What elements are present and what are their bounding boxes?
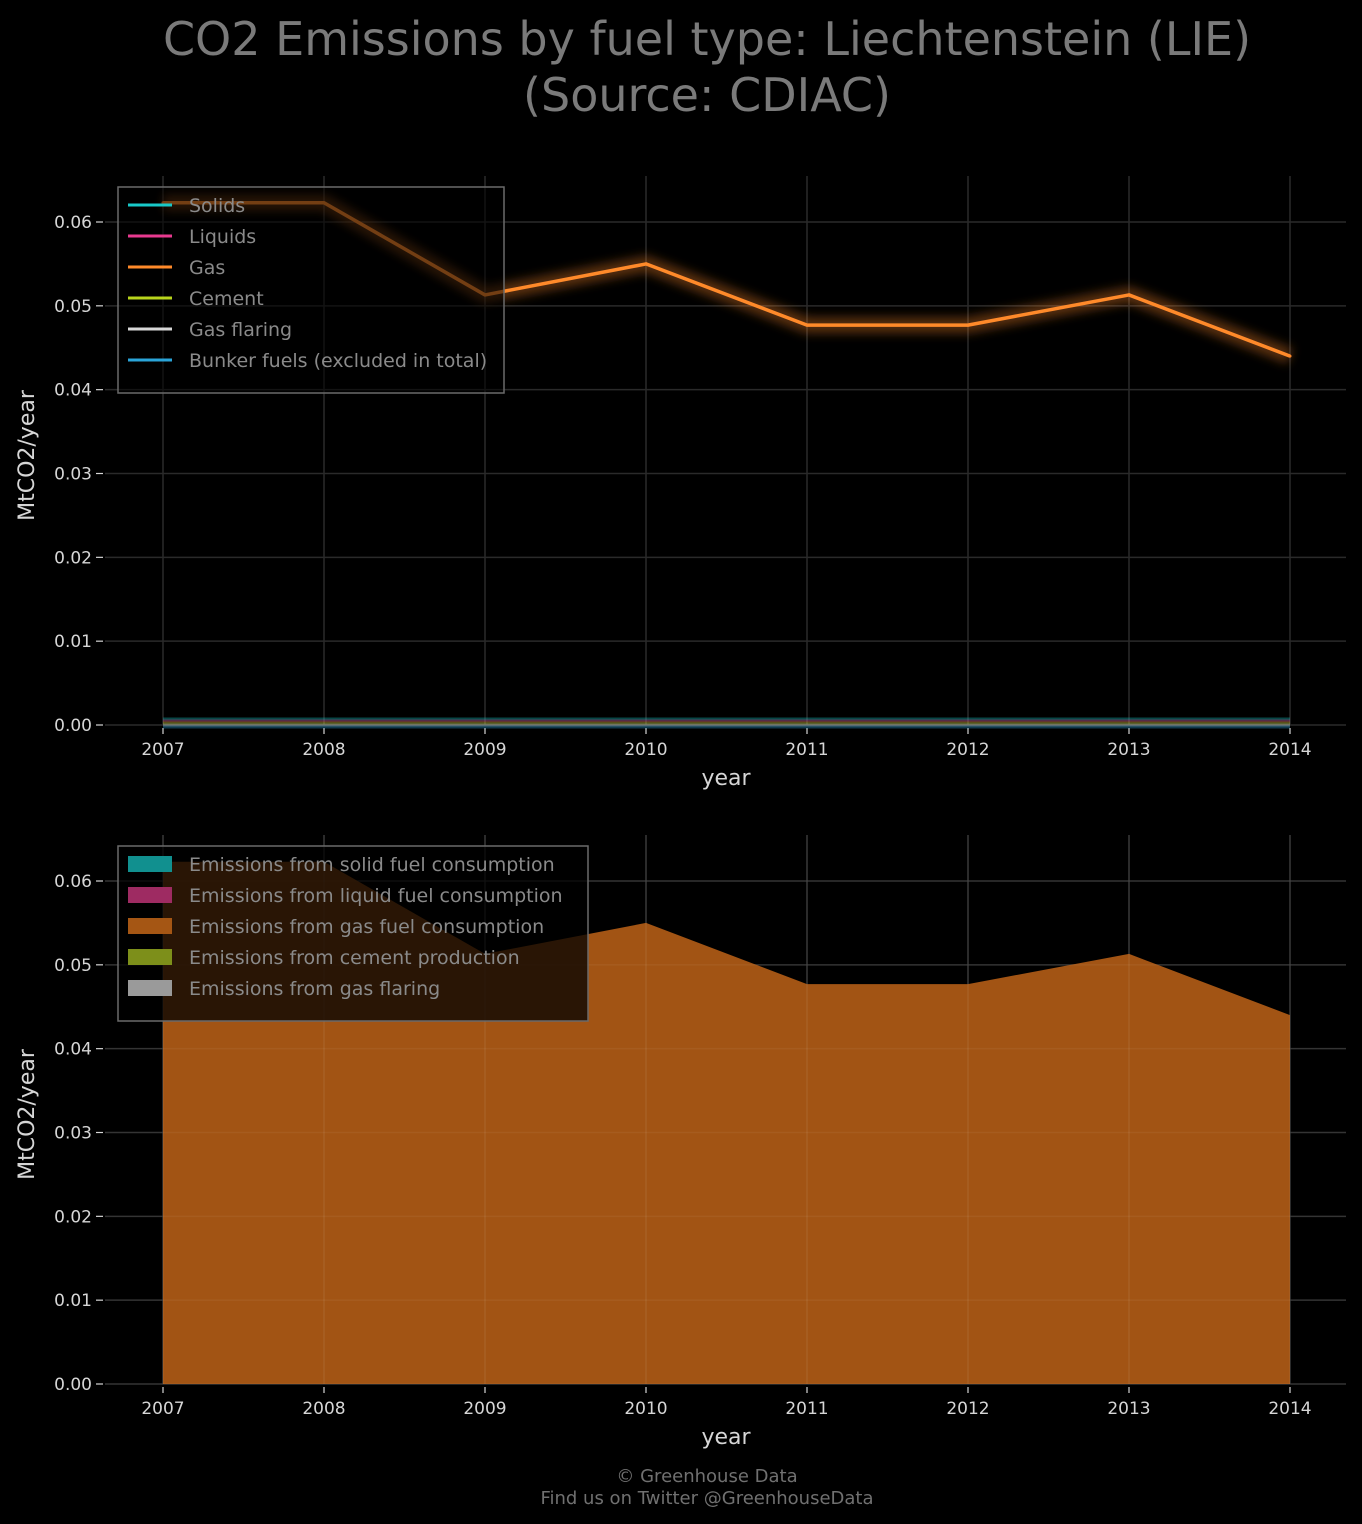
footer-twitter: Find us on Twitter @GreenhouseData: [540, 1488, 873, 1509]
top-legend-frame: [117, 186, 505, 394]
bottom-legend-label: Emissions from solid fuel consumption: [189, 854, 555, 876]
bottom-y-tick-label: 0.04: [54, 1040, 92, 1060]
bottom-legend: Emissions from solid fuel consumption Emi…: [117, 845, 589, 1022]
top-y-tick-label: 0.00: [54, 716, 92, 736]
top-x-axis-label: year: [701, 766, 751, 791]
top-x-ticks: 2007 2008 2009 2010 2011 2012 2013 2014: [141, 728, 1312, 760]
top-y-tick-label: 0.01: [54, 632, 92, 652]
top-y-tick-label: 0.05: [54, 297, 92, 317]
bottom-x-ticks: 2007 2008 2009 2010 2011 2012 2013 2014: [141, 1387, 1312, 1419]
top-legend-label: Cement: [189, 288, 264, 310]
top-legend-label: Gas: [189, 257, 225, 279]
bottom-x-tick-label: 2009: [463, 1399, 506, 1419]
top-data-point: [644, 262, 648, 266]
top-x-tick-label: 2009: [463, 740, 506, 760]
top-y-tick-label: 0.04: [54, 381, 92, 401]
top-legend-label: Solids: [189, 195, 245, 217]
top-y-ticks: 0.00 0.01 0.02 0.03 0.04 0.05 0.06: [54, 213, 103, 736]
top-data-point: [966, 323, 970, 327]
top-x-tick-label: 2013: [1107, 740, 1150, 760]
bottom-y-axis-label: MtCO2/year: [15, 1048, 40, 1180]
bottom-x-tick-label: 2013: [1107, 1399, 1150, 1419]
bottom-x-tick-label: 2008: [302, 1399, 345, 1419]
bottom-legend-swatch: [128, 949, 172, 965]
top-data-point: [1288, 354, 1292, 358]
top-legend: Solids Liquids Gas Cement Gas flaring Bunker …: [117, 186, 505, 394]
bottom-legend-label: Emissions from cement production: [189, 947, 520, 969]
bottom-legend-label: Emissions from gas fuel consumption: [189, 916, 544, 938]
bottom-y-tick-label: 0.02: [54, 1207, 92, 1227]
bottom-y-ticks: 0.00 0.01 0.02 0.03 0.04 0.05 0.06: [54, 872, 103, 1395]
top-x-tick-label: 2014: [1268, 740, 1311, 760]
bottom-legend-label: Emissions from gas flaring: [189, 978, 440, 1000]
bottom-x-tick-label: 2007: [141, 1399, 184, 1419]
top-line-chart: 0.00 0.01 0.02 0.03 0.04 0.05 0.06 2007 2008 2009…: [15, 176, 1346, 791]
top-legend-label: Gas flaring: [189, 319, 292, 341]
bottom-legend-swatch: [128, 856, 172, 872]
bottom-x-axis-label: year: [701, 1425, 751, 1450]
bottom-legend-frame: [117, 845, 589, 1022]
top-data-point: [805, 323, 809, 327]
bottom-y-tick-label: 0.01: [54, 1291, 92, 1311]
top-x-tick-label: 2011: [785, 740, 828, 760]
top-y-tick-label: 0.02: [54, 548, 92, 568]
bottom-legend-swatch: [128, 918, 172, 934]
top-legend-label: Bunker fuels (excluded in total): [189, 350, 487, 372]
top-x-tick-label: 2007: [141, 740, 184, 760]
figure-title-line1: CO2 Emissions by fuel type: Liechtenstei…: [163, 12, 1251, 66]
bottom-x-tick-label: 2010: [624, 1399, 667, 1419]
footer-copyright: © Greenhouse Data: [616, 1466, 797, 1487]
top-x-tick-label: 2012: [946, 740, 989, 760]
bottom-legend-swatch: [128, 887, 172, 903]
bottom-x-tick-label: 2011: [785, 1399, 828, 1419]
top-y-tick-label: 0.03: [54, 465, 92, 485]
top-x-tick-label: 2010: [624, 740, 667, 760]
bottom-y-tick-label: 0.05: [54, 956, 92, 976]
bottom-legend-swatch: [128, 980, 172, 996]
bottom-y-tick-label: 0.06: [54, 872, 92, 892]
figure-title-line2: (Source: CDIAC): [523, 68, 891, 122]
bottom-y-tick-label: 0.00: [54, 1375, 92, 1395]
bottom-x-tick-label: 2014: [1268, 1399, 1311, 1419]
top-y-tick-label: 0.06: [54, 213, 92, 233]
bottom-legend-label: Emissions from liquid fuel consumption: [189, 885, 563, 907]
top-legend-label: Liquids: [189, 226, 256, 248]
top-y-axis-label: MtCO2/year: [15, 389, 40, 521]
bottom-x-tick-label: 2012: [946, 1399, 989, 1419]
bottom-area-chart: 0.00 0.01 0.02 0.03 0.04 0.05 0.06 2007 2008 2009…: [15, 835, 1346, 1450]
bottom-y-tick-label: 0.03: [54, 1124, 92, 1144]
top-x-tick-label: 2008: [302, 740, 345, 760]
top-data-point: [1127, 293, 1131, 297]
